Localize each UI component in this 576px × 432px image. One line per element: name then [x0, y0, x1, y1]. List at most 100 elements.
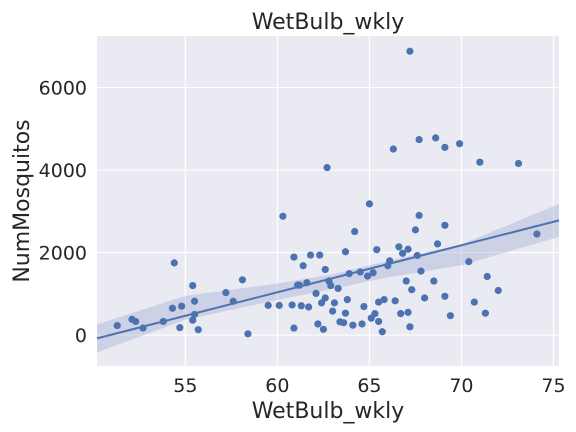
data-point	[465, 258, 473, 266]
data-point	[299, 262, 307, 270]
data-point	[389, 145, 397, 153]
y-tick-label: 6000	[39, 78, 87, 100]
data-point	[113, 321, 121, 330]
data-point	[168, 304, 177, 312]
data-point	[411, 226, 420, 234]
tick-labels: 55 60 65 70 75 0 2000 4000 6000	[39, 78, 566, 397]
data-point	[290, 324, 298, 332]
data-point	[341, 248, 350, 256]
data-point	[222, 288, 230, 297]
data-point	[238, 276, 247, 284]
data-point	[329, 307, 337, 315]
data-point	[441, 143, 449, 151]
y-tick-label: 4000	[39, 160, 87, 182]
data-point	[514, 159, 523, 168]
regression-line-path	[96, 219, 560, 340]
data-point	[327, 281, 335, 290]
data-point	[369, 269, 377, 277]
regression-line	[96, 219, 560, 340]
x-tick-label: 75	[541, 375, 565, 397]
data-point	[170, 259, 178, 267]
data-point	[178, 302, 186, 310]
x-tick-label: 60	[265, 375, 289, 397]
y-tick-label: 0	[75, 325, 87, 347]
data-point	[371, 310, 379, 318]
data-point	[279, 212, 287, 220]
data-point	[406, 47, 414, 55]
data-point	[340, 319, 348, 327]
data-point	[417, 267, 425, 275]
data-point	[194, 326, 202, 334]
data-point	[476, 158, 484, 166]
data-point	[408, 286, 416, 294]
data-point	[351, 227, 359, 236]
data-point	[190, 297, 199, 305]
y-axis-label: NumMosquitos	[10, 119, 35, 282]
data-point	[334, 284, 342, 293]
y-tick-label: 2000	[39, 243, 87, 265]
data-points	[113, 47, 541, 338]
data-point	[481, 309, 489, 317]
data-point	[365, 200, 374, 208]
data-point	[343, 295, 351, 304]
x-tick-label: 55	[173, 375, 197, 397]
data-point	[312, 289, 320, 297]
data-point	[433, 240, 442, 248]
data-point	[314, 320, 322, 328]
data-point	[288, 301, 296, 309]
data-point	[306, 251, 315, 259]
data-point	[363, 272, 372, 280]
data-point	[132, 317, 140, 326]
data-point	[404, 308, 412, 316]
chart-title: WetBulb_wkly	[252, 10, 405, 35]
data-point	[189, 316, 197, 324]
data-point	[494, 286, 502, 295]
x-tick-label: 65	[357, 375, 381, 397]
data-point	[321, 294, 329, 302]
data-point	[323, 163, 331, 172]
data-point	[406, 323, 414, 331]
data-point	[432, 134, 440, 142]
data-point	[397, 310, 405, 318]
data-point	[395, 243, 403, 251]
data-point	[341, 309, 350, 317]
data-point	[456, 140, 464, 148]
x-axis-label: WetBulb_wkly	[252, 399, 405, 424]
data-point	[360, 303, 368, 311]
data-point	[380, 295, 388, 304]
data-point	[404, 245, 412, 253]
data-point	[316, 251, 324, 259]
data-point	[402, 277, 410, 285]
data-point	[415, 211, 423, 220]
data-point	[297, 302, 305, 310]
data-point	[446, 312, 455, 320]
data-point	[391, 297, 399, 305]
data-point	[330, 299, 339, 307]
data-point	[421, 294, 429, 302]
data-point	[375, 298, 383, 306]
data-point	[533, 230, 541, 238]
data-point	[244, 330, 252, 338]
data-point	[441, 292, 449, 300]
data-point	[441, 221, 449, 229]
data-point	[321, 265, 329, 274]
x-tick-label: 70	[449, 375, 473, 397]
data-point	[275, 301, 283, 309]
data-point	[349, 321, 357, 329]
data-point	[319, 325, 327, 333]
data-point	[470, 298, 478, 306]
data-point	[264, 301, 272, 309]
data-point	[375, 317, 383, 326]
data-point	[430, 277, 438, 285]
data-point	[176, 324, 184, 332]
data-point	[483, 272, 491, 281]
data-point	[358, 320, 366, 328]
data-point	[317, 299, 326, 307]
data-point	[415, 135, 423, 144]
data-point	[305, 303, 313, 311]
data-point	[398, 249, 407, 257]
data-point	[290, 253, 298, 261]
data-point	[378, 328, 386, 336]
data-point	[189, 281, 197, 290]
